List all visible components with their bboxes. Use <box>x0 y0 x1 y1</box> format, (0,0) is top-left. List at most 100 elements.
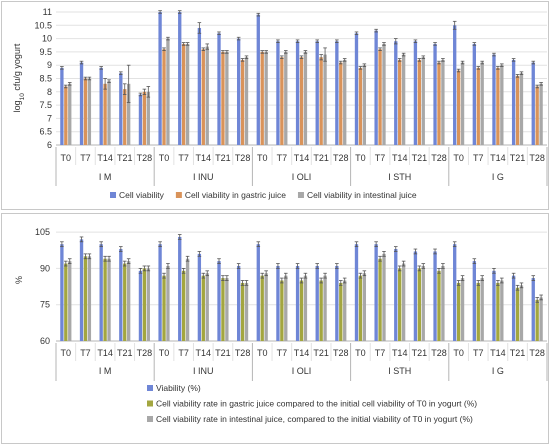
bar <box>119 249 123 341</box>
time-point-label: T0 <box>355 153 366 163</box>
bar <box>225 51 229 145</box>
y-tick-label: 6 <box>47 140 52 150</box>
bar <box>374 30 378 145</box>
bar <box>87 78 92 145</box>
bar <box>496 67 500 145</box>
bar <box>107 258 111 341</box>
y-tick-label: 7 <box>47 113 52 123</box>
group-label: I STH <box>388 172 411 182</box>
group-label: I OLI <box>292 172 312 182</box>
bar <box>158 244 162 341</box>
time-point-label: T14 <box>392 348 408 358</box>
bar <box>398 268 402 341</box>
bar <box>284 275 288 341</box>
bar <box>413 41 418 146</box>
legend-swatch <box>147 400 153 407</box>
y-tick-label: 60 <box>40 336 50 346</box>
bar <box>441 265 445 341</box>
legend-swatch <box>147 416 153 422</box>
bar <box>260 275 264 341</box>
bar <box>284 51 288 145</box>
bar <box>299 280 304 341</box>
bar <box>181 270 186 341</box>
time-point-label: T7 <box>80 153 91 163</box>
time-point-label: T14 <box>490 153 506 163</box>
bar <box>244 282 249 341</box>
bar <box>335 41 339 146</box>
group-label: I G <box>492 172 504 182</box>
time-point-label: T7 <box>473 153 484 163</box>
bar <box>511 275 516 341</box>
bar <box>339 282 343 341</box>
bar <box>480 278 484 341</box>
y-tick-label: 90 <box>40 263 50 273</box>
time-point-label: T0 <box>159 348 170 358</box>
time-point-label: T21 <box>412 348 428 358</box>
bar <box>107 81 111 145</box>
bar <box>476 282 480 341</box>
y-tick-label: 11 <box>43 7 52 17</box>
bar <box>319 57 323 145</box>
bar <box>531 62 535 145</box>
bar <box>240 59 245 145</box>
bar <box>354 33 359 145</box>
bar <box>437 62 441 145</box>
time-point-label: T14 <box>97 153 113 163</box>
bar <box>398 59 402 145</box>
time-point-label: T14 <box>392 153 408 163</box>
bar <box>295 265 300 341</box>
time-point-label: T0 <box>61 153 72 163</box>
time-point-label: T7 <box>277 348 288 358</box>
y-axis-label: log10 cfu/g yogurt <box>12 43 26 112</box>
bar <box>496 282 500 341</box>
bar <box>221 51 225 145</box>
bar <box>166 265 170 341</box>
bar <box>382 253 386 341</box>
y-tick-label: 6.5 <box>39 127 52 137</box>
time-point-label: T28 <box>333 348 349 358</box>
group-label: I STH <box>388 366 411 376</box>
group-label: I INU <box>193 172 214 182</box>
bar <box>299 57 304 145</box>
time-point-label: T7 <box>277 153 288 163</box>
bar <box>240 282 245 341</box>
bar <box>123 89 127 145</box>
bar <box>60 67 64 145</box>
bar <box>303 51 308 145</box>
bar <box>256 244 260 341</box>
bar <box>374 244 378 341</box>
bar <box>335 265 339 341</box>
bar <box>460 278 465 341</box>
time-point-label: T28 <box>431 153 447 163</box>
time-point-label: T7 <box>178 348 189 358</box>
bar <box>201 49 205 145</box>
bar <box>264 51 268 145</box>
bar <box>500 280 504 341</box>
bar <box>417 268 422 341</box>
legend-label: Cell viability <box>119 190 165 200</box>
bar <box>146 91 150 145</box>
bar <box>535 299 539 341</box>
time-point-label: T28 <box>235 153 251 163</box>
bar <box>127 83 131 145</box>
time-point-label: T0 <box>453 153 464 163</box>
bar <box>162 49 166 145</box>
time-point-label: T28 <box>529 153 545 163</box>
legend-swatch <box>110 192 116 198</box>
legend-label: Cell viability in intestinal juice <box>307 190 417 200</box>
y-tick-label: 10.5 <box>34 20 52 30</box>
bar <box>358 67 363 145</box>
bar <box>276 41 280 146</box>
bar <box>515 287 520 341</box>
time-point-label: T28 <box>137 153 153 163</box>
bar <box>142 91 147 145</box>
bar <box>421 57 425 145</box>
time-point-label: T21 <box>117 153 133 163</box>
legend-label: Cell viability in gastric juice <box>185 190 286 200</box>
time-point-label: T0 <box>453 348 464 358</box>
bar <box>492 54 496 146</box>
time-point-label: T7 <box>375 348 386 358</box>
time-point-label: T0 <box>61 348 72 358</box>
